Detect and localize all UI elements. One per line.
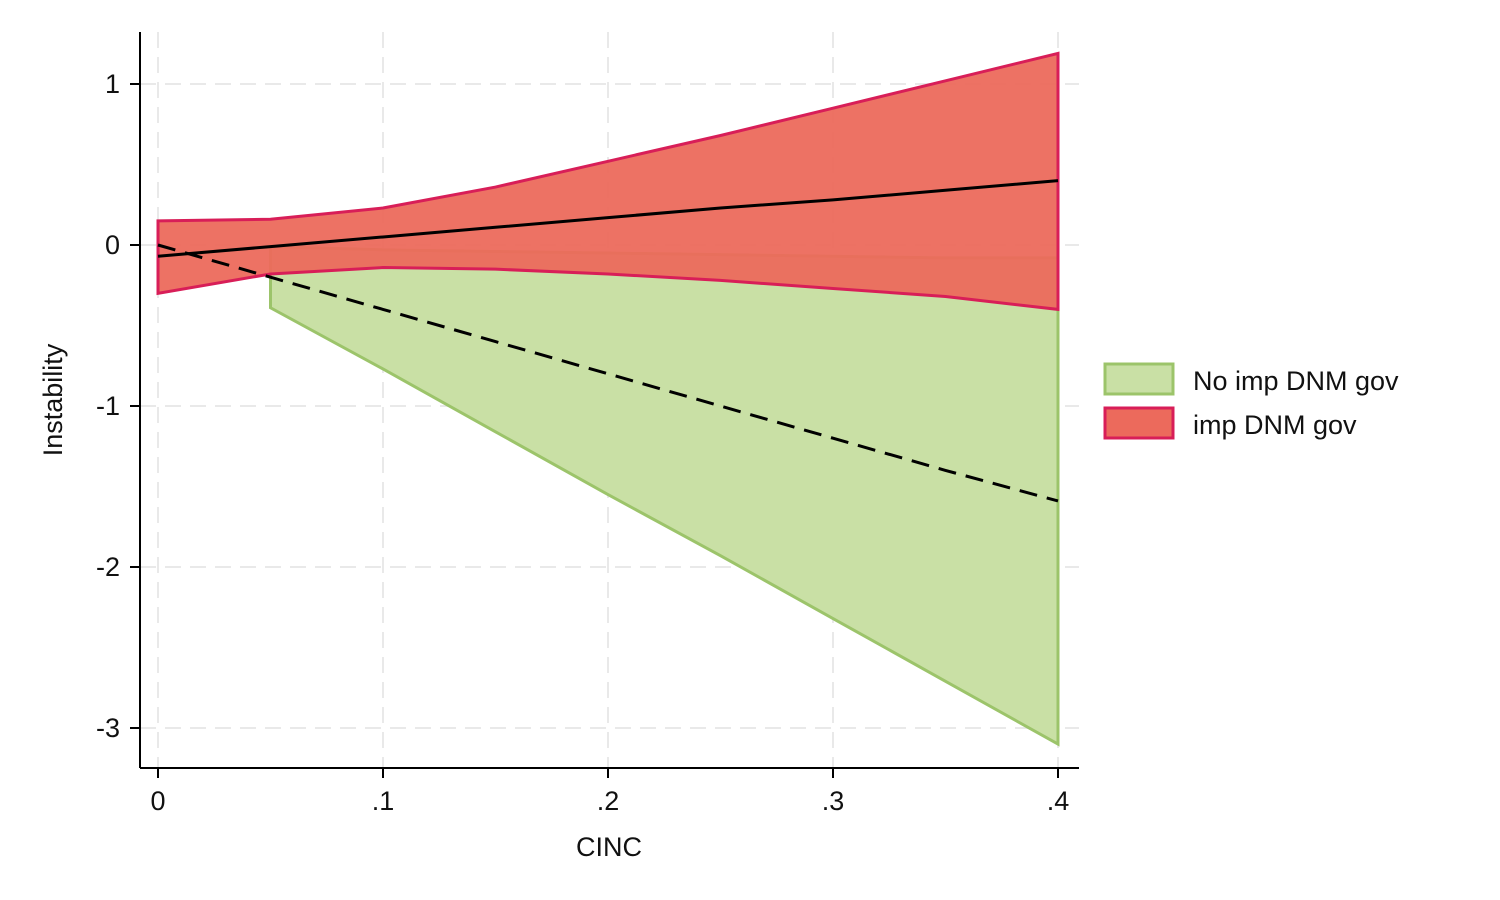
x-tick-label: .1 [372,786,395,816]
axes: 0 .1 .2 .3 .4 1 0 -1 -2 -3 [96,32,1079,816]
y-tick-label: -2 [96,552,120,582]
legend-label: No imp DNM gov [1193,366,1399,396]
estimate-lines [157,179,1059,503]
confidence-bands [156,51,1060,747]
estimate-line-imp-dnm-gov [157,179,1059,258]
y-tick-label: 1 [105,69,120,99]
legend: No imp DNM gov imp DNM gov [1103,362,1399,440]
x-tick-label: 0 [150,786,165,816]
y-tick-label: -3 [96,713,120,743]
legend-label: imp DNM gov [1193,410,1357,440]
x-tick-label: .2 [597,786,620,816]
y-tick-label: 0 [105,230,120,260]
x-tick-label: .3 [822,786,845,816]
band-imp-dnm-gov [156,51,1060,312]
legend-swatch [1103,406,1175,440]
estimate-line-no-imp-dnm-gov [157,243,1059,503]
y-axis-label: Instability [38,343,68,456]
band-no-imp-dnm-gov [269,245,1060,747]
x-axis-label: CINC [576,832,642,862]
legend-swatch [1103,362,1175,396]
y-tick-label: -1 [96,391,120,421]
x-tick-label: .4 [1047,786,1070,816]
